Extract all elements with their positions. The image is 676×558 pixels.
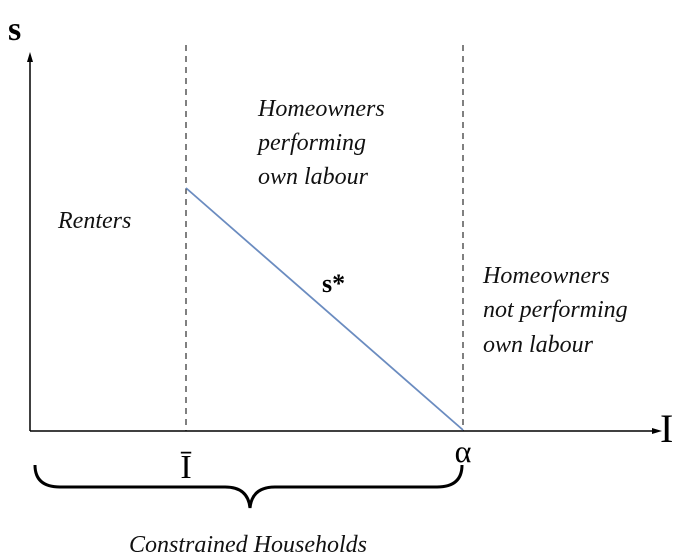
alpha-label: α xyxy=(455,433,472,469)
x-axis-label: I xyxy=(660,406,673,451)
y-axis-label: s xyxy=(8,11,21,48)
brace-label: Constrained Households xyxy=(129,532,367,558)
threshold-label: Ī xyxy=(180,449,191,486)
region-label: Homeowners not performing own labour xyxy=(482,263,634,358)
region-label: Renters xyxy=(57,208,131,234)
brace xyxy=(33,464,464,509)
curve-label: s* xyxy=(322,269,345,298)
s-star-line xyxy=(185,187,464,431)
region-label: Homeowners performing own labour xyxy=(256,96,391,190)
y-arrow xyxy=(27,52,33,62)
x-arrow xyxy=(652,428,662,434)
